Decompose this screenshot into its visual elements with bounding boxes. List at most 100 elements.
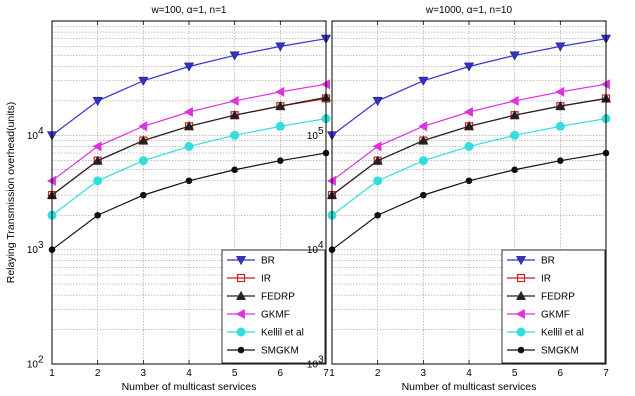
x-tick-label: 1 [329, 368, 335, 379]
y-tick-exponent: 3 [38, 240, 44, 251]
data-point [229, 51, 240, 61]
legend: BR IR FEDRP GKMF Kellil et al SMGKM [501, 249, 606, 364]
y-tick-label: 10 [307, 131, 319, 142]
data-point [92, 155, 103, 165]
data-point [372, 97, 383, 107]
data-point [465, 177, 473, 185]
y-tick-exponent: 5 [318, 126, 324, 137]
legend-entry: IR [261, 274, 271, 285]
data-point [555, 86, 565, 97]
data-point [418, 135, 429, 145]
data-point [511, 166, 518, 174]
legend-marker [517, 346, 525, 354]
x-tick-label: 5 [232, 368, 238, 379]
y-tick-exponent: 4 [318, 240, 324, 251]
legend-entry: Kellil et al [541, 328, 584, 339]
legend-marker [515, 256, 527, 266]
data-point [372, 155, 383, 165]
x-tick-label: 1 [49, 368, 55, 379]
y-tick-exponent: 3 [318, 355, 324, 366]
data-point [94, 211, 101, 219]
legend-marker [515, 308, 525, 320]
legend-marker [236, 273, 246, 283]
data-point [464, 141, 474, 151]
data-point [463, 62, 475, 72]
legend-entry: IR [541, 274, 551, 285]
data-point [92, 141, 102, 152]
data-point [510, 130, 520, 140]
data-point [183, 62, 195, 72]
data-point [183, 121, 195, 131]
data-point [463, 106, 473, 118]
legend-marker [516, 327, 526, 337]
data-point [138, 76, 149, 86]
data-point [509, 95, 519, 106]
data-point [230, 130, 240, 140]
data-point [418, 156, 428, 166]
chart-title: w=100, α=1, n=1 [150, 5, 226, 16]
legend-marker [235, 290, 247, 300]
data-point [140, 191, 147, 199]
data-point [138, 121, 148, 132]
x-tick-label: 7 [603, 368, 609, 379]
legend-entry: GKMF [541, 310, 570, 321]
x-axis-label: Number of multicast services [122, 381, 257, 393]
data-point [138, 156, 148, 166]
legend-entry: BR [261, 256, 275, 267]
data-point [277, 157, 284, 164]
x-tick-label: 3 [421, 368, 427, 379]
y-tick-label: 10 [307, 245, 319, 256]
data-point [275, 86, 285, 97]
legend-entry: SMGKM [541, 346, 579, 357]
data-point [555, 101, 566, 111]
chart-title: w=1000, α=1, n=10 [425, 5, 513, 16]
legend-marker [235, 308, 245, 320]
data-point [374, 211, 381, 219]
y-tick-label: 10 [27, 245, 39, 256]
data-point [509, 51, 520, 61]
x-tick-label: 2 [95, 368, 101, 379]
data-point [555, 42, 566, 52]
legend-marker [515, 290, 527, 300]
data-point [373, 176, 383, 186]
x-tick-label: 5 [512, 368, 518, 379]
legend: BR IR FEDRP GKMF Kellil et al SMGKM [221, 249, 326, 364]
legend-entry: SMGKM [261, 346, 299, 357]
data-point [275, 101, 286, 111]
x-tick-label: 3 [141, 368, 147, 379]
data-point [557, 157, 564, 164]
data-point [92, 97, 103, 107]
y-tick-exponent: 4 [38, 126, 44, 137]
data-point [275, 42, 286, 52]
y-tick-label: 10 [27, 360, 39, 371]
legend-marker [237, 346, 245, 354]
data-point [231, 166, 238, 174]
y-tick-exponent: 2 [38, 355, 44, 366]
x-tick-label: 6 [278, 368, 284, 379]
data-point [183, 106, 193, 118]
x-tick-label: 4 [466, 368, 472, 379]
data-point [229, 95, 239, 106]
data-point [185, 177, 193, 185]
legend-marker [516, 273, 526, 283]
data-point [509, 110, 520, 120]
y-tick-label: 10 [27, 131, 39, 142]
legend-entry: Kellil et al [261, 328, 304, 339]
legend-box [221, 249, 326, 364]
x-axis-label: Number of multicast services [402, 381, 537, 393]
x-tick-label: 4 [186, 368, 192, 379]
x-tick-label: 2 [375, 368, 381, 379]
legend-entry: FEDRP [541, 292, 575, 303]
legend-marker [236, 327, 246, 337]
data-point [463, 121, 475, 131]
data-point [555, 121, 565, 131]
legend-entry: GKMF [261, 310, 290, 321]
data-point [372, 141, 382, 152]
data-point [420, 191, 427, 199]
legend-box [501, 249, 606, 364]
data-point [138, 135, 149, 145]
y-tick-label: 10 [307, 360, 319, 371]
